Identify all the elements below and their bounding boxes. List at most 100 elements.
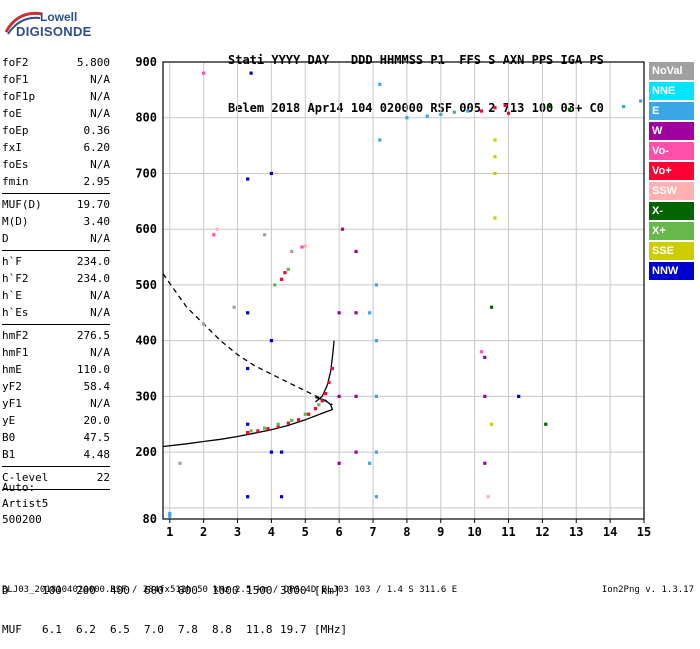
header-label: PPS <box>531 53 554 67</box>
param-row-foes: foEs N/A <box>2 157 110 175</box>
header-value: 020000 <box>379 101 424 115</box>
point-vo- <box>266 427 270 431</box>
point-vo- <box>479 109 484 113</box>
point-sse <box>489 422 494 426</box>
param-row-d: D N/A <box>2 231 110 249</box>
param-name: hmE <box>2 363 22 376</box>
x-tick-label: 4 <box>268 525 275 539</box>
point-w <box>337 461 341 465</box>
param-row-h-es: h`Es N/A <box>2 305 110 323</box>
param-value: 4.48 <box>83 448 111 461</box>
param-name: foF2 <box>2 56 29 69</box>
param-name: foEp <box>2 124 29 137</box>
param-value: 19.70 <box>76 198 110 211</box>
point-e <box>168 514 172 518</box>
param-name: fmin <box>2 175 29 188</box>
param-value: 22 <box>96 471 110 484</box>
table-cell: 1500 <box>246 584 273 597</box>
point-e <box>405 116 409 120</box>
point-vo- <box>300 245 304 249</box>
point-nnw <box>249 71 253 75</box>
point-vo- <box>323 392 328 396</box>
param-value: 234.0 <box>76 272 110 285</box>
point-nnw <box>246 495 250 499</box>
point-w <box>340 227 345 231</box>
param-value: N/A <box>90 90 110 103</box>
point-vo- <box>202 71 206 75</box>
param-separator <box>2 250 110 251</box>
file-info-text: BLJ03_2018104020000.RSF / 284fx512h 50 k… <box>2 585 458 595</box>
x-tick-label: 14 <box>603 525 617 539</box>
point-x- <box>273 283 277 287</box>
param-name: yF1 <box>2 397 22 410</box>
point-w <box>354 450 358 454</box>
param-row-hmf2: hmF2 276.5 <box>2 328 110 346</box>
point-e <box>168 511 172 516</box>
x-tick-label: 5 <box>302 525 309 539</box>
point-e <box>374 495 379 499</box>
plot-frame <box>162 61 645 520</box>
y-tick-label: 500 <box>135 278 157 292</box>
point-w <box>354 311 358 315</box>
header-value: 104 <box>350 101 373 115</box>
muf-row: MUF 6.1 6.2 6.5 7.0 7.8 8.8 11.8 19.7 [MHz] <box>2 623 347 636</box>
point-sse <box>493 171 497 176</box>
trace-profile <box>162 396 334 448</box>
legend-item-nne: NNE <box>649 82 694 100</box>
point-vo- <box>246 431 250 435</box>
point-w <box>483 355 487 359</box>
point-nnw <box>269 339 273 343</box>
y-tick-label: 400 <box>135 334 157 348</box>
point-nnw <box>279 450 284 454</box>
param-value: N/A <box>90 346 110 359</box>
param-row-b0: B0 47.5 <box>2 430 110 448</box>
point-nnw <box>246 311 250 315</box>
header-label: FFS <box>459 53 481 67</box>
param-value: 5.800 <box>76 56 110 69</box>
table-cell: 6.2 <box>76 623 96 636</box>
point-x- <box>303 412 307 416</box>
table-cell: 8.8 <box>212 623 232 636</box>
param-name: hmF1 <box>2 346 29 359</box>
point-e <box>622 104 626 109</box>
header-label: PS <box>589 53 604 67</box>
table-cell: 7.8 <box>178 623 198 636</box>
param-row-fof2: foF2 5.800 <box>2 55 110 73</box>
param-row-fmin: fmin 2.95 <box>2 174 110 192</box>
header-value: 2 <box>488 101 496 115</box>
distance-row: D 100 200 400 600 800 1000 1500 3000 [km] <box>2 584 341 597</box>
param-row-foe: foE N/A <box>2 106 110 124</box>
trace-trace-hook <box>314 340 335 403</box>
x-tick-label: 1 <box>166 525 173 539</box>
point-x- <box>567 107 572 111</box>
point-nnw <box>269 171 273 176</box>
row-label: MUF <box>2 623 22 636</box>
row-label: D <box>2 584 9 597</box>
point-nnw <box>269 450 273 454</box>
point-nnw <box>517 394 521 398</box>
param-row-b1: B1 4.48 <box>2 447 110 465</box>
logo-text-digisonde: DIGISONDE <box>16 24 92 39</box>
point-vo- <box>286 421 290 425</box>
point-e <box>466 109 470 113</box>
point-vo- <box>330 366 334 371</box>
x-tick-label: 12 <box>535 525 549 539</box>
legend-item-sse: SSE <box>649 242 694 260</box>
point-e <box>368 311 372 315</box>
param-row-fof1p: foF1p N/A <box>2 89 110 107</box>
point-x- <box>317 403 321 407</box>
point-vo- <box>493 106 497 110</box>
param-name: h`F <box>2 255 22 268</box>
param-value: 2.95 <box>83 175 111 188</box>
param-value: 3.40 <box>83 215 111 228</box>
table-cell: 11.8 <box>246 623 273 636</box>
legend-item-noval: NoVal <box>649 62 694 80</box>
header-label: DDD <box>350 53 373 67</box>
point-vo- <box>307 412 311 416</box>
header-label: YYYY <box>271 53 301 67</box>
logo-swoosh-icon <box>4 11 43 35</box>
legend-item-vo-: Vo- <box>649 142 694 160</box>
param-value: 20.0 <box>83 414 111 427</box>
header-value: 2018 <box>271 101 301 115</box>
param-separator <box>2 489 110 490</box>
